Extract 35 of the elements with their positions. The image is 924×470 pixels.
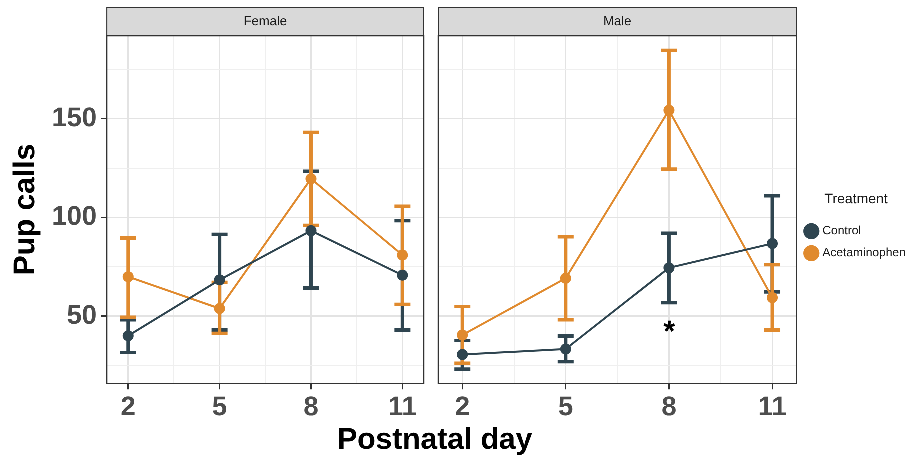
chart-title: Female [244, 14, 288, 29]
y-tick-label: 50 [67, 300, 98, 330]
point [214, 274, 226, 286]
point [560, 344, 572, 355]
legend-label: Acetaminophen [822, 246, 906, 260]
x-axis-title: Postnatal day [336, 423, 534, 457]
y-tick-label: 150 [52, 102, 98, 132]
point [306, 225, 317, 236]
point [664, 104, 675, 116]
point [560, 273, 572, 284]
point [767, 238, 778, 250]
point [397, 250, 408, 261]
x-tick-label: 2 [120, 391, 136, 422]
point [664, 262, 675, 274]
annotation: * [664, 315, 676, 348]
point [214, 303, 226, 314]
chart-title: Male [603, 14, 632, 29]
point [457, 349, 468, 360]
point [397, 270, 408, 281]
x-tick-label: 8 [662, 391, 677, 422]
point [306, 173, 317, 184]
point [457, 330, 468, 341]
y-axis-title: Pup calls [8, 144, 42, 276]
x-tick-label: 8 [304, 391, 319, 422]
point [122, 330, 134, 342]
x-tick-label: 5 [558, 391, 574, 422]
point [767, 292, 778, 304]
legend-label: Control [822, 224, 862, 238]
x-tick-label: 5 [212, 391, 228, 422]
legend-title: Treatment [824, 190, 888, 206]
x-tick-label: 11 [758, 391, 787, 422]
x-tick-label: 11 [388, 391, 417, 422]
x-tick-label: 2 [455, 391, 470, 422]
y-tick-label: 100 [52, 201, 98, 232]
point [122, 271, 134, 282]
